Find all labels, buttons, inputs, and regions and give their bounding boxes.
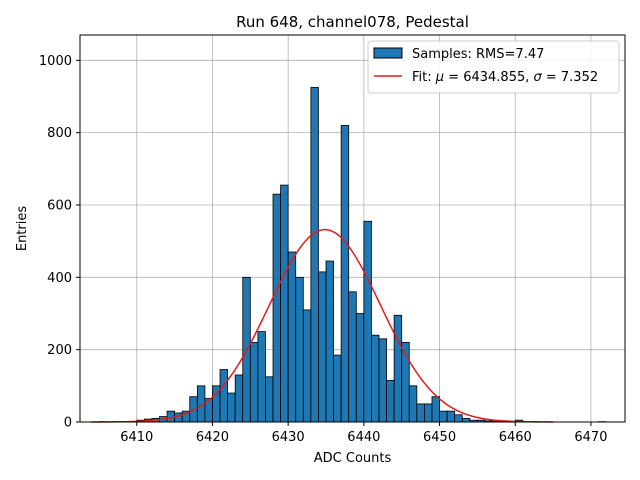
- legend-fit-label-part: μ: [435, 70, 444, 85]
- histogram-bar: [461, 417, 471, 423]
- legend-fit-label: Fit: μ = 6434.855, σ = 7.352: [412, 70, 598, 85]
- y-tick-label: 800: [47, 126, 72, 141]
- legend-fit-label-part: Fit:: [412, 70, 436, 85]
- histogram-bar: [454, 414, 463, 423]
- histogram-bar: [234, 374, 244, 423]
- histogram-bar: [302, 309, 312, 423]
- plot-frame: [79, 34, 626, 423]
- x-tick-label: 6430: [272, 430, 305, 445]
- histogram-bar: [257, 331, 266, 423]
- x-axis-label: ADC Counts: [314, 451, 392, 466]
- histogram-bar: [325, 260, 334, 423]
- x-tick-label: 6440: [347, 430, 380, 445]
- y-axis-label: Entries: [15, 206, 30, 252]
- legend-fit-label-part: = 6434.855,: [444, 70, 533, 85]
- histogram-bar: [227, 392, 236, 423]
- y-tick-label: 1000: [39, 54, 72, 69]
- histogram-bar: [249, 342, 259, 423]
- x-tick-label: 6410: [120, 430, 153, 445]
- histogram-bar: [272, 193, 281, 423]
- histogram-bar: [310, 87, 319, 423]
- fit-curve-group: [91, 228, 554, 423]
- histogram-bar: [318, 271, 327, 423]
- histogram-bar: [408, 385, 418, 423]
- histogram-bar: [340, 125, 350, 423]
- legend-fit-label-part: = 7.352: [542, 70, 598, 85]
- y-tick-label: 600: [47, 198, 72, 213]
- histogram-bar: [219, 369, 229, 423]
- legend-box: [367, 40, 620, 94]
- histogram-bar: [265, 376, 274, 423]
- x-tick-label: 6470: [574, 430, 607, 445]
- axis-ticks: 6410 6420 6430 6440 6450 6460 6470 0 200 400 600 80…: [39, 54, 608, 445]
- histogram-bar: [439, 410, 448, 423]
- legend-samples-label: Samples: RMS=7.47: [412, 47, 544, 62]
- chart-title: Run 648, channel078, Pedestal: [236, 13, 469, 31]
- y-tick-label: 0: [64, 416, 72, 431]
- histogram-bar: [446, 410, 456, 423]
- histogram-bar: [371, 334, 380, 423]
- y-tick-label: 200: [47, 343, 72, 358]
- x-tick-label: 6450: [423, 430, 456, 445]
- y-tick-label: 400: [47, 271, 72, 286]
- histogram-bar: [393, 314, 403, 423]
- histogram-bar: [424, 403, 433, 423]
- x-tick-label: 6460: [499, 430, 532, 445]
- histogram-bar: [378, 338, 387, 423]
- x-tick-label: 6420: [196, 430, 229, 445]
- histogram-bar: [355, 313, 365, 423]
- fit-curve: [91, 228, 554, 423]
- histogram-bar: [386, 380, 395, 423]
- histogram-bar: [333, 354, 342, 423]
- legend-fit-label-part: σ: [534, 70, 543, 85]
- histogram-bar: [416, 403, 425, 423]
- histogram-bar: [363, 220, 372, 423]
- histogram-bar: [431, 396, 440, 423]
- histogram-bar: [280, 184, 289, 423]
- legend-samples-swatch: [373, 47, 403, 59]
- histogram-bar: [287, 251, 297, 423]
- histogram-bar: [174, 412, 183, 423]
- histogram-bar: [348, 291, 357, 423]
- legend: Samples: RMS=7.47 Fit: μ = 6434.855, σ =…: [367, 40, 620, 94]
- histogram-bar: [295, 276, 304, 423]
